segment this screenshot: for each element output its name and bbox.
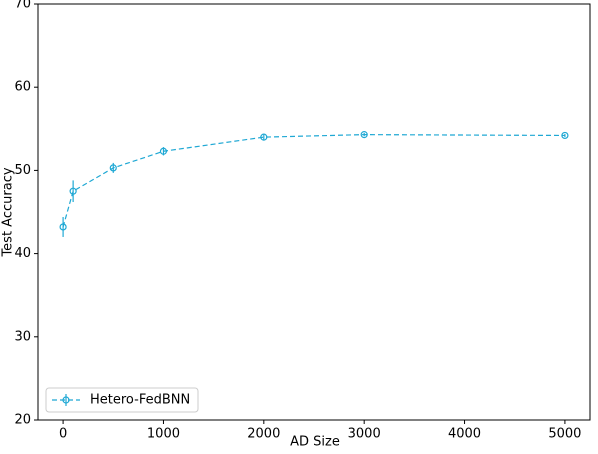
x-axis-label: AD Size	[290, 435, 340, 450]
y-tick-label: 40	[14, 246, 31, 261]
marker	[59, 223, 67, 231]
x-tick-label: 5000	[548, 427, 581, 442]
legend-label: Hetero-FedBNN	[90, 393, 190, 408]
y-tick-label: 70	[14, 0, 31, 12]
x-tick-label: 3000	[348, 427, 381, 442]
marker	[561, 131, 569, 140]
y-tick-label: 50	[14, 163, 31, 178]
y-tick-label: 30	[14, 329, 31, 344]
marker	[69, 187, 77, 195]
plot-frame	[37, 3, 591, 421]
x-tick-label: 4000	[448, 427, 481, 442]
marker	[360, 131, 368, 139]
marker	[260, 133, 268, 141]
x-tick-label: 2000	[247, 427, 280, 442]
x-tick-label: 1000	[147, 427, 180, 442]
x-tick-label: 0	[59, 427, 67, 442]
legend-marker	[62, 396, 70, 404]
series-line	[62, 134, 565, 228]
y-tick-label: 20	[14, 413, 31, 428]
marker	[109, 164, 117, 172]
y-axis-label: Test Accuracy	[1, 167, 16, 257]
y-tick-label: 60	[14, 80, 31, 95]
marker	[159, 147, 168, 155]
legend-box	[45, 387, 199, 413]
